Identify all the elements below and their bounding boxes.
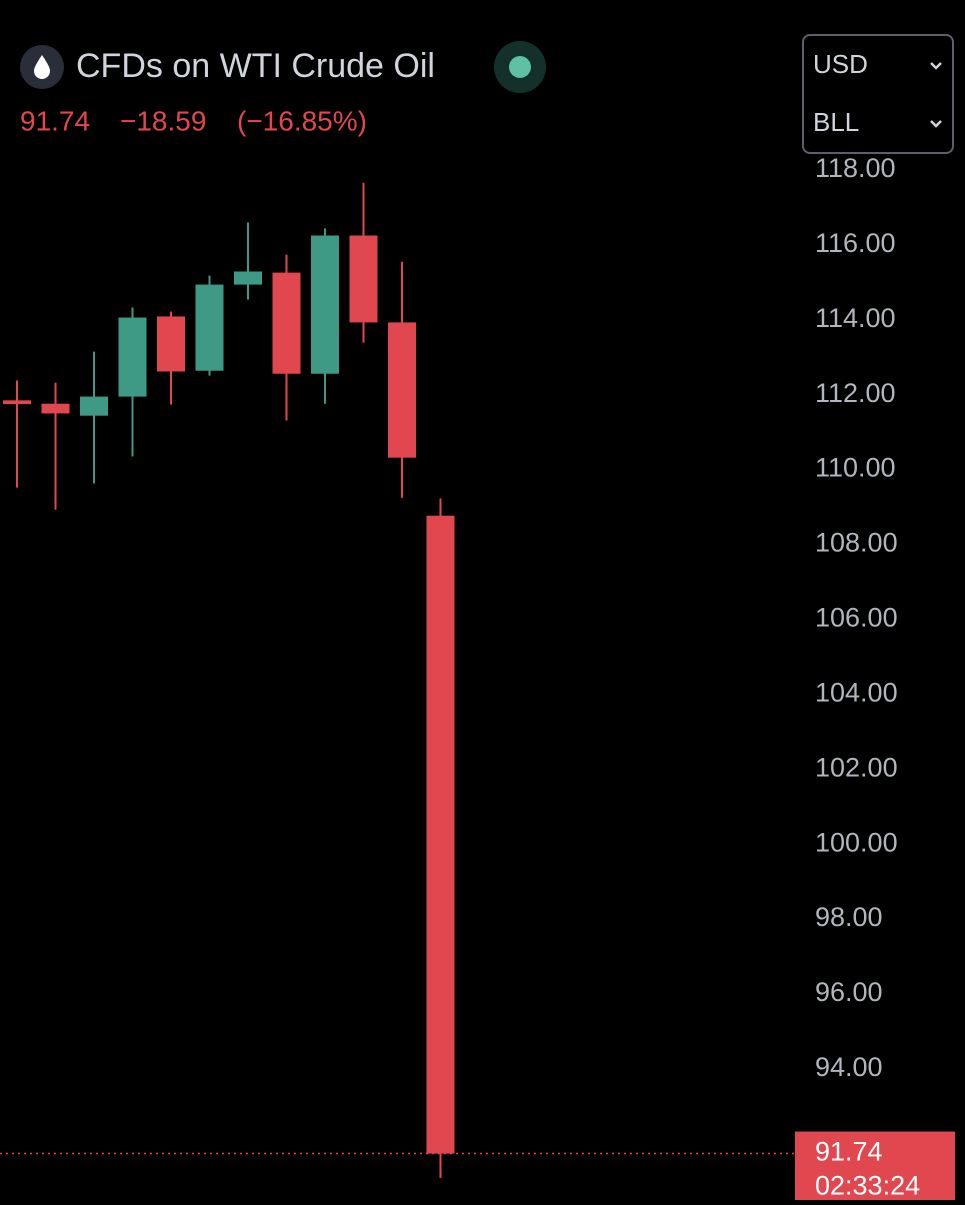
y-tick-label: 94.00 [815,1052,883,1082]
currency-select[interactable]: USD [813,49,868,79]
y-tick-label: 106.00 [815,603,898,633]
y-tick-label: 114.00 [815,303,896,333]
drop-icon [34,55,50,79]
y-tick-label: 110.00 [815,453,896,483]
y-tick-label: 112.00 [815,378,896,408]
price-change-percent: (−16.85%) [237,105,367,136]
y-tick-label: 104.00 [815,677,898,707]
last-price: 91.74 [20,105,90,136]
unit-select[interactable]: BLL [813,107,859,137]
y-tick-label: 98.00 [815,902,883,932]
candle-body [388,322,416,458]
y-tick-label: 100.00 [815,827,898,857]
candle-body [349,235,378,323]
last-price-tag [795,1131,955,1202]
plot-area [0,182,795,1178]
y-tick-label: 118.00 [815,153,896,183]
y-tick-label: 116.00 [815,228,896,258]
candle-body [80,396,108,416]
candle-body [157,316,185,372]
candle-body [41,403,70,414]
bar-countdown: 02:33:24 [815,1171,920,1200]
y-tick-label: 102.00 [815,752,898,782]
chevron [930,120,942,128]
header: CFDs on WTI Crude Oil 91.74 −18.59 (−16.… [20,34,954,154]
y-tick-label: 108.00 [815,528,898,558]
candle-body [195,284,224,371]
candle-body [118,317,147,397]
chevron [930,62,942,70]
symbol-title: CFDs on WTI Crude Oil [76,47,435,85]
candle-body [426,515,455,1154]
price-axis: 94.00 96.00 98.00 100.00 102.00 104.00 106.00 1… [795,153,955,1202]
currency-unit-selector[interactable] [802,34,954,154]
candle-body [311,235,339,374]
status-dot [509,56,531,78]
y-tick-label: 96.00 [815,977,883,1007]
candle-body [3,400,31,405]
candle-body [234,271,262,285]
price-change: −18.59 [120,105,206,136]
last-price-label: 91.74 [815,1137,883,1167]
candle-body [272,272,301,374]
